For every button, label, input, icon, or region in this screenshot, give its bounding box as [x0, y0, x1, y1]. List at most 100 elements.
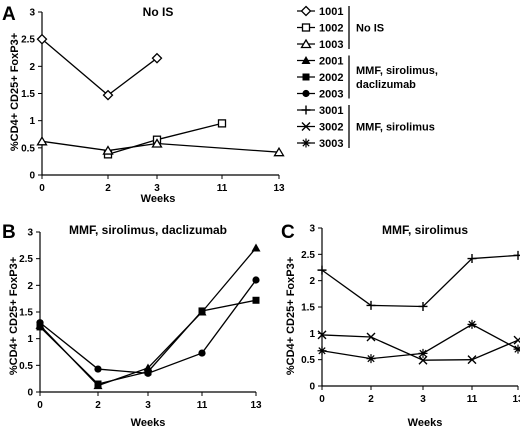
panel-a-series-1003 [36, 136, 285, 157]
panel-a-x-tick-label: 0 [39, 183, 45, 194]
panel-a-y-tick-label: 2.5 [21, 35, 35, 46]
panel-c-series-3001 [317, 250, 520, 311]
legend-item-2001: 2001 [297, 56, 343, 68]
panel-a-series-1003-point [36, 136, 48, 146]
legend-item-marker [301, 23, 311, 32]
panel-a-series-1002-point-shape [217, 119, 227, 128]
panel-b-series-2003-point [198, 349, 206, 357]
legend-item-marker [301, 56, 311, 64]
panel-c-series-3003-point-shape [418, 348, 428, 358]
panel-c-series-3001-point [513, 250, 520, 260]
legend-item-3001: 3001 [297, 105, 343, 117]
legend-group-1: No IS [348, 6, 384, 49]
panel-a-y-tick-label: 1.5 [21, 89, 35, 100]
legend-item-marker [301, 105, 311, 115]
panel-b-x-tick-label: 0 [37, 400, 43, 411]
panel-b-y-tick-label: 0 [27, 388, 33, 399]
legend-item-marker-shape [301, 105, 311, 115]
panel-c-y-tick-label: 3 [309, 224, 315, 235]
panel-c-series-3001-point-shape [467, 254, 477, 264]
panel-c-series-3003 [317, 319, 520, 364]
panel-a-x-label: Weeks [141, 193, 176, 205]
panel-a-letter: A [2, 4, 16, 25]
panel-c-x-tick-label: 11 [467, 394, 478, 405]
panel-b-series-2002-point-shape [36, 323, 44, 331]
panel-b-title: MMF, sirolimus, daclizumab [69, 223, 227, 237]
legend-item-label: 3003 [319, 138, 343, 150]
panel-b-y-tick-label: 1 [27, 334, 33, 345]
panel-c-series-3002 [317, 330, 520, 365]
panel-b-letter: B [2, 222, 16, 243]
legend-group-label: MMF, sirolimus [356, 122, 435, 134]
panel-c-series-3001-point [418, 301, 428, 311]
panel-a-series-1003-point [273, 146, 285, 157]
panel-c-y-tick-label: 0 [309, 382, 315, 393]
legend-item-marker-shape [301, 56, 311, 64]
panel-b-series-2003 [36, 276, 260, 377]
panel-c-x-tick-label: 3 [420, 394, 426, 405]
legend-item-marker [301, 122, 311, 131]
panel-a-series-1003-point-shape [102, 145, 114, 155]
legend-item-1002: 1002 [297, 23, 343, 35]
legend-item-marker [300, 5, 312, 17]
panel-c-series-3003-point [317, 346, 327, 356]
legend-item-marker [301, 138, 311, 148]
panel-c-series-3002-point-shape [418, 355, 428, 365]
legend-item-marker-shape [300, 38, 312, 49]
panel-b-series-2003-point [36, 319, 44, 327]
panel-b-series-2002-point [36, 323, 44, 331]
panel-b-x-tick-label: 13 [250, 400, 262, 411]
legend-group-label: No IS [356, 23, 384, 35]
panel-c-series-3001-point [317, 265, 327, 275]
panel-a-series-1001-point [102, 89, 114, 101]
panel-a-title: No IS [143, 5, 174, 19]
panel-c-series-3001-point-shape [513, 250, 520, 260]
panel-c-y-tick-label: 2 [309, 276, 315, 287]
panel-c-series-3003-point-shape [366, 354, 376, 364]
panel-b-series-2003-point-shape [94, 365, 102, 373]
panel-c-series-3003-point-shape [467, 319, 477, 329]
panel-b-y-tick-label: 1.5 [19, 308, 33, 319]
legend: 1001 1002 1003 2001 2002 2003 3001 3002 3003 No I… [297, 5, 438, 150]
legend-item-label: 1001 [319, 6, 343, 18]
panel-b: B MMF, sirolimus, daclizumab 0 0.5 1 1.5 2 2.… [2, 222, 262, 429]
panel-b-series-2002-point-shape [252, 296, 260, 304]
panel-c-series-3003-point [366, 354, 376, 364]
panel-c-y-label: %CD4+ CD25+ FoxP3+ [285, 257, 297, 375]
panel-c-series-3001-point-shape [366, 300, 376, 310]
panel-c-series-3002-point [467, 355, 477, 365]
legend-item-2002: 2002 [297, 72, 343, 84]
legend-item-3003: 3003 [297, 138, 343, 150]
panel-a-x-tick-label: 2 [105, 183, 111, 194]
panel-b-series-2001-point [251, 243, 261, 252]
panel-c-series-3001-point [366, 300, 376, 310]
panel-c-series-3002-point [513, 335, 520, 345]
panel-a-x-tick-label: 13 [273, 183, 285, 194]
panel-b-y-label: %CD4+ CD25+ FoxP3+ [8, 257, 20, 375]
legend-item-marker-shape [302, 89, 310, 98]
legend-item-marker-shape [301, 23, 311, 32]
panel-a-series-1001-point [36, 33, 48, 45]
panel-a-series-1003-line [41, 140, 280, 153]
panel-b-series-2003-point-shape [144, 369, 152, 377]
legend-group-2: MMF, sirolimus, daclizumab [348, 55, 438, 99]
panel-c-series-3003-point [467, 319, 477, 329]
panel-c-y-tick-label: 1 [309, 329, 315, 340]
panel-a-y-tick-label: 3 [29, 8, 35, 19]
panel-c: C MMF, sirolimus 0 0.5 1 1.5 2 2.5 3 0 2 3 11 13 We… [281, 222, 520, 429]
panel-b-series-2003-point-shape [198, 349, 206, 357]
legend-group-3: MMF, sirolimus [348, 105, 435, 148]
panel-c-x-tick-label: 2 [368, 394, 374, 405]
panel-b-series-2003-point [144, 369, 152, 377]
panel-a-series-1003-point [151, 138, 163, 148]
panel-b-x-tick-label: 3 [145, 400, 151, 411]
panel-b-series-2003-point-shape [252, 276, 260, 284]
legend-item-label: 1002 [319, 23, 343, 35]
legend-item-label: 2003 [319, 89, 343, 101]
panel-c-series-3002-point-shape [366, 332, 376, 342]
panel-b-series-2002-point [94, 380, 102, 388]
panel-c-series-3003-point [418, 348, 428, 358]
panel-b-y-tick-label: 2 [27, 281, 33, 292]
panel-a-series-1001-point [151, 52, 163, 64]
